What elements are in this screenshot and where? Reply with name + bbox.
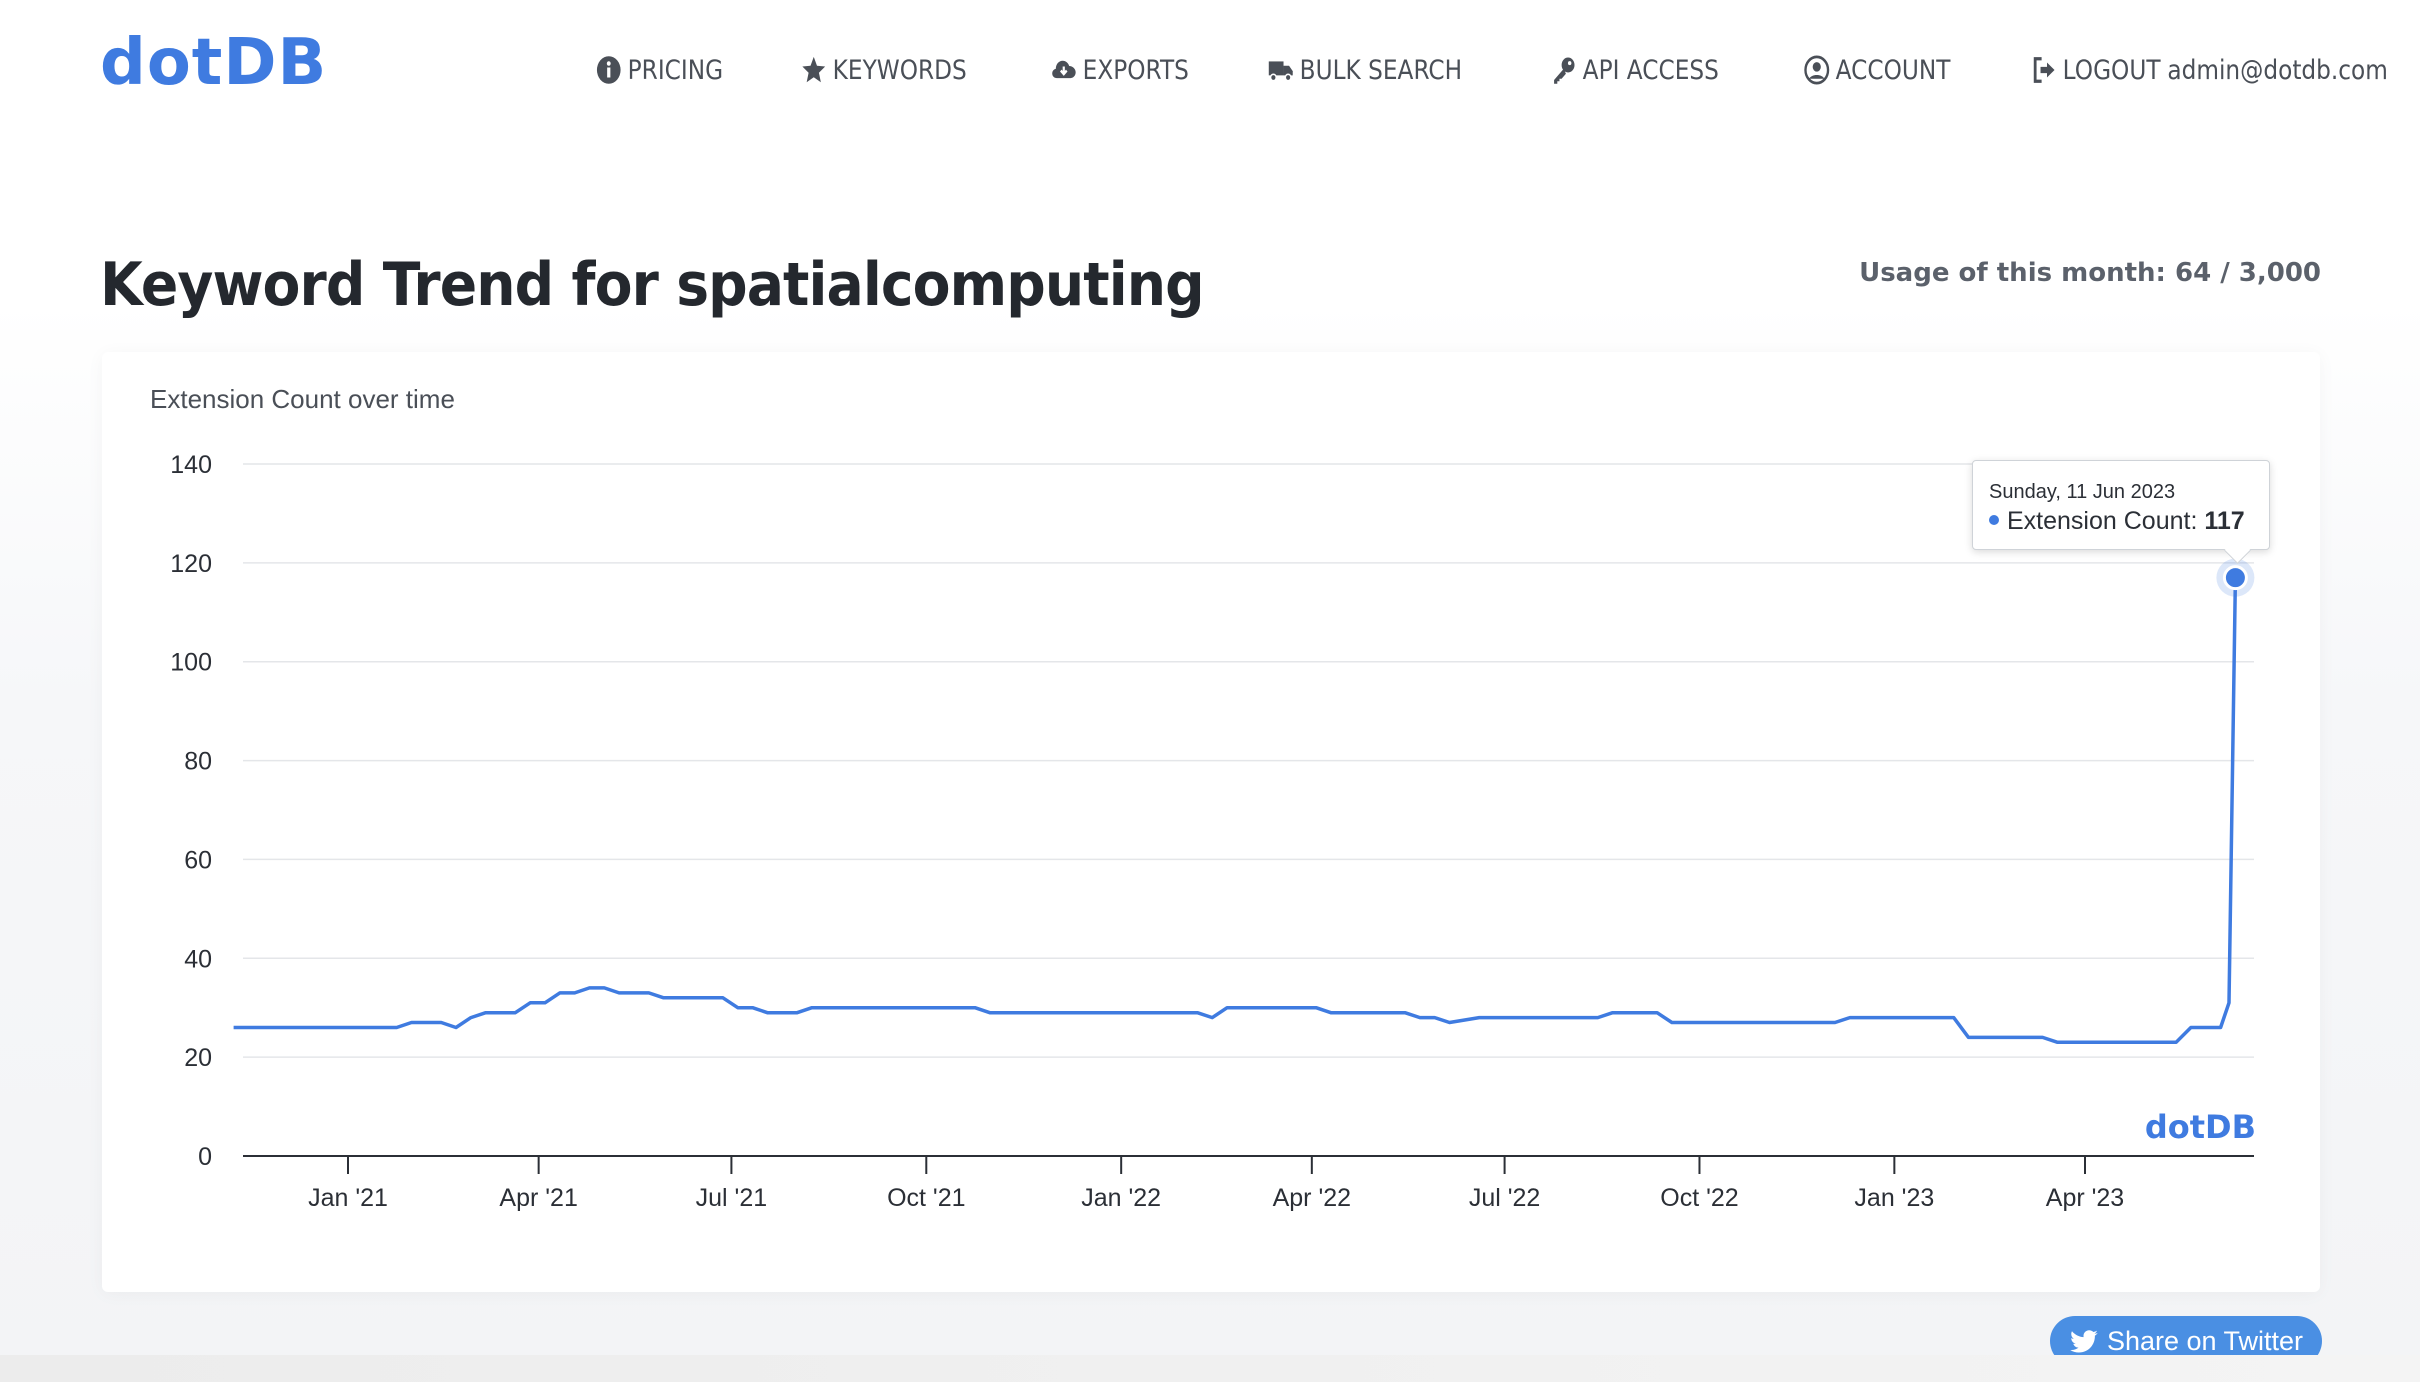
x-tick-label: Oct '21 xyxy=(887,1184,965,1212)
twitter-icon xyxy=(2069,1326,2099,1356)
y-tick-label: 20 xyxy=(184,1044,212,1072)
chart-card: Extension Count over time 0 20 40 60 80 100 12… xyxy=(102,352,2320,1292)
y-tick-label: 80 xyxy=(184,748,212,776)
x-tick-label: Jan '22 xyxy=(1081,1184,1161,1212)
nav-bulk-search[interactable]: BULK SEARCH xyxy=(1267,54,1462,86)
y-tick-label: 0 xyxy=(198,1143,212,1171)
tooltip-row: Extension Count: 117 xyxy=(1989,507,2245,536)
x-tick-label: Jul '22 xyxy=(1469,1184,1540,1212)
page-title: Keyword Trend for spatialcomputing xyxy=(100,250,1205,321)
y-tick-label: 100 xyxy=(170,649,212,677)
chart-title: Extension Count over time xyxy=(150,384,455,414)
x-tick-label: Oct '22 xyxy=(1660,1184,1738,1212)
nav-api-access-label: API ACCESS xyxy=(1582,54,1720,86)
star-icon xyxy=(800,54,828,86)
x-tick-label: Apr '21 xyxy=(499,1184,577,1212)
chart-watermark: dotDB xyxy=(2144,1108,2256,1146)
y-tick-label: 140 xyxy=(170,451,212,479)
main-nav: PRICING KEYWORDS EXPORTS BULK SEARCH API… xyxy=(595,48,2420,92)
nav-account[interactable]: ACCOUNT xyxy=(1803,54,1950,86)
x-tick-label: Apr '22 xyxy=(1273,1184,1351,1212)
y-tick-label: 120 xyxy=(170,550,212,578)
cloud-download-icon xyxy=(1050,54,1078,86)
nav-user-email: admin@dotdb.com xyxy=(2167,54,2388,86)
chart-tooltip: Sunday, 11 Jun 2023 Extension Count: 117 xyxy=(1972,460,2270,550)
sign-out-icon xyxy=(2030,54,2058,86)
key-icon xyxy=(1550,54,1578,86)
nav-exports-label: EXPORTS xyxy=(1082,54,1189,86)
series-line xyxy=(233,577,2238,1045)
nav-exports[interactable]: EXPORTS xyxy=(1050,54,1189,86)
nav-keywords[interactable]: KEYWORDS xyxy=(800,54,967,86)
truck-icon xyxy=(1267,54,1295,86)
bottom-strip xyxy=(0,1355,2420,1382)
x-tick-label: Apr '23 xyxy=(2046,1184,2124,1212)
nav-keywords-label: KEYWORDS xyxy=(832,54,967,86)
nav-api-access[interactable]: API ACCESS xyxy=(1550,54,1719,86)
tooltip-date: Sunday, 11 Jun 2023 xyxy=(1989,481,2176,503)
x-tick-label: Jan '21 xyxy=(308,1184,388,1212)
nav-pricing-label: PRICING xyxy=(627,54,724,86)
tooltip-series-dot xyxy=(1989,515,1999,526)
x-tick-label: Jul '21 xyxy=(696,1184,767,1212)
dotdb-logo[interactable]: dotDB xyxy=(100,26,328,100)
nav-bulk-search-label: BULK SEARCH xyxy=(1300,54,1463,86)
tooltip-series-label: Extension Count: xyxy=(2007,507,2205,535)
highlight-point xyxy=(2222,565,2248,591)
top-header: dotDB PRICING KEYWORDS EXPORTS BULK SEAR… xyxy=(0,0,2420,140)
usage-counter: Usage of this month: 64 / 3,000 xyxy=(1859,258,2321,288)
x-tick-label: Jan '23 xyxy=(1854,1184,1934,1212)
nav-account-label: ACCOUNT xyxy=(1835,54,1951,86)
share-button-label: Share on Twitter xyxy=(2106,1325,2304,1356)
user-circle-icon xyxy=(1803,54,1831,86)
extension-count-chart: 0 20 40 60 80 100 120 140 Jan '21 Apr '21 Jul '21 O… xyxy=(170,451,2255,1212)
nav-pricing[interactable]: PRICING xyxy=(595,54,723,86)
tooltip-value: 117 xyxy=(2204,507,2245,535)
nav-logout[interactable]: LOGOUT admin@dotdb.com xyxy=(2030,54,2388,86)
y-tick-label: 60 xyxy=(184,846,212,874)
info-circle-icon xyxy=(595,54,623,86)
nav-logout-label: LOGOUT xyxy=(2062,54,2161,86)
y-tick-label: 40 xyxy=(184,945,212,973)
